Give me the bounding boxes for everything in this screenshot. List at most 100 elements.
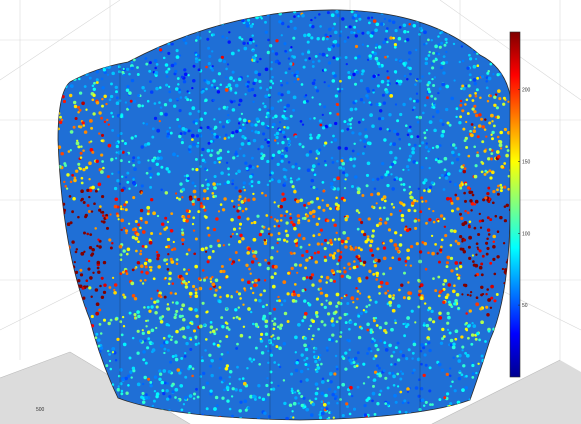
point: [187, 26, 191, 30]
point: [92, 66, 96, 70]
point: [188, 145, 192, 149]
point: [218, 107, 221, 111]
point: [309, 133, 312, 137]
point: [65, 316, 70, 320]
point: [168, 395, 172, 399]
point: [187, 280, 191, 284]
point: [502, 102, 506, 106]
point: [270, 216, 273, 219]
point: [454, 261, 459, 265]
point: [419, 296, 424, 300]
point: [55, 267, 58, 270]
point: [98, 41, 101, 45]
point: [232, 316, 236, 320]
point: [480, 390, 484, 394]
point: [166, 303, 170, 306]
point: [56, 140, 58, 142]
point: [348, 358, 352, 363]
point: [489, 218, 493, 222]
point: [266, 183, 270, 187]
point: [125, 391, 129, 395]
point: [156, 214, 160, 218]
point: [79, 268, 83, 272]
point: [396, 341, 400, 345]
point: [116, 179, 120, 183]
point: [172, 17, 176, 21]
point: [275, 39, 279, 43]
point: [91, 185, 95, 190]
point: [188, 291, 193, 296]
point: [136, 351, 140, 355]
point: [327, 387, 332, 391]
point: [482, 21, 485, 25]
point: [292, 290, 296, 294]
point: [400, 213, 405, 218]
point: [349, 157, 353, 162]
point: [194, 291, 198, 295]
point: [214, 194, 217, 198]
point: [183, 174, 186, 178]
point: [389, 150, 393, 155]
point: [254, 322, 258, 326]
point: [426, 15, 431, 19]
point: [216, 151, 220, 155]
point: [393, 393, 397, 398]
point: [361, 43, 365, 46]
point: [71, 33, 75, 37]
point: [246, 217, 250, 221]
point: [251, 156, 254, 160]
point: [297, 219, 301, 222]
point: [452, 153, 456, 157]
point: [470, 209, 473, 212]
point: [230, 395, 234, 398]
point: [113, 291, 117, 295]
point: [465, 26, 469, 30]
point: [267, 108, 270, 112]
point: [353, 322, 357, 326]
point: [180, 277, 185, 281]
point: [465, 329, 469, 332]
point: [94, 227, 97, 230]
point: [420, 362, 423, 366]
point: [438, 176, 441, 180]
point: [218, 419, 222, 421]
point: [74, 349, 78, 353]
colorbar-tick-label: 150: [522, 159, 531, 165]
point: [249, 24, 254, 28]
point: [231, 108, 236, 112]
point: [84, 43, 88, 46]
point: [236, 342, 239, 346]
point: [316, 387, 320, 391]
point: [258, 396, 261, 399]
point: [116, 387, 121, 392]
point: [237, 206, 242, 211]
point: [223, 182, 227, 186]
point: [231, 387, 235, 391]
point: [292, 108, 296, 112]
point: [324, 124, 328, 128]
point: [387, 228, 392, 232]
point: [77, 110, 80, 114]
point: [332, 279, 337, 283]
point: [187, 268, 191, 272]
point: [486, 216, 490, 220]
point: [131, 159, 135, 163]
point: [357, 314, 361, 318]
point: [353, 157, 357, 161]
point: [302, 396, 306, 400]
point: [423, 353, 427, 357]
point: [244, 161, 248, 165]
point: [174, 23, 177, 27]
point: [341, 156, 344, 160]
point: [335, 365, 339, 369]
point: [219, 203, 223, 206]
point: [289, 213, 292, 216]
point: [166, 268, 170, 271]
point: [290, 45, 293, 49]
point: [204, 161, 207, 164]
point: [499, 130, 503, 135]
point: [164, 63, 169, 67]
point: [238, 117, 242, 121]
point: [238, 195, 242, 199]
point: [77, 12, 81, 16]
